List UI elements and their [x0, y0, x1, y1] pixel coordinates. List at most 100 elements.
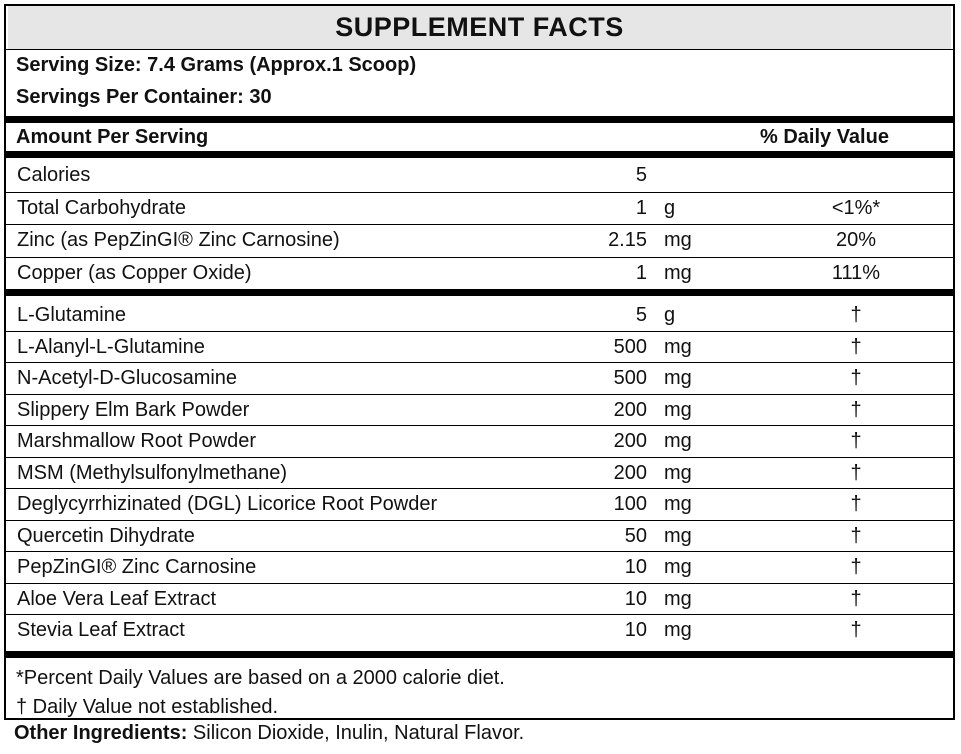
ingredient-row: L-Alanyl-L-Glutamine 500 mg †: [6, 332, 953, 363]
row-name: MSM (Methylsulfonylmethane): [17, 461, 288, 484]
row-divider: [6, 191, 953, 193]
row-unit: mg: [664, 261, 692, 284]
nutrient-row: Copper (as Copper Oxide) 1 mg 111%: [6, 258, 953, 289]
ingredient-row: Deglycyrrhizinated (DGL) Licorice Root P…: [6, 489, 953, 520]
other-ingredients-text: Silicon Dioxide, Inulin, Natural Flavor.: [187, 722, 525, 744]
daily-value-not-established-footnote: † Daily Value not established.: [16, 696, 279, 718]
row-amount: 50: [624, 524, 647, 547]
row-divider: [6, 519, 953, 521]
row-amount: 100: [613, 493, 647, 515]
row-dv: †: [850, 304, 862, 326]
row-name: Copper (as Copper Oxide): [17, 261, 252, 284]
ingredient-row: Slippery Elm Bark Powder 200 mg †: [6, 395, 953, 426]
row-unit: mg: [664, 367, 692, 389]
row-divider: [6, 425, 953, 426]
row-amount: 1: [635, 261, 647, 284]
row-dv: †: [850, 430, 862, 452]
row-divider: [6, 551, 953, 552]
row-dv: <1%*: [831, 196, 881, 219]
row-divider: [6, 456, 953, 458]
row-divider: [6, 393, 953, 395]
row-dv: 111%: [831, 261, 881, 284]
row-amount: 10: [624, 587, 647, 610]
row-name: L-Glutamine: [17, 304, 126, 326]
amount-per-serving-header: Amount Per Serving: [16, 126, 209, 148]
row-amount: 500: [613, 367, 647, 389]
row-unit: mg: [664, 398, 692, 421]
row-unit: mg: [664, 556, 692, 578]
row-unit: mg: [664, 619, 692, 641]
row-name: Total Carbohydrate: [17, 196, 186, 219]
row-unit: g: [664, 304, 676, 326]
row-dv: †: [850, 461, 862, 484]
row-unit: mg: [664, 335, 692, 358]
row-divider: [6, 224, 953, 225]
ingredient-row: PepZinGI® Zinc Carnosine 10 mg †: [6, 552, 953, 583]
row-amount: 5: [635, 164, 647, 186]
row-name: Marshmallow Root Powder: [17, 430, 256, 452]
row-amount: 10: [624, 619, 647, 641]
row-dv: †: [850, 556, 862, 578]
row-amount: 200: [613, 461, 647, 484]
other-ingredients: Other Ingredients: Silicon Dioxide, Inul…: [14, 722, 524, 745]
ingredient-row: N-Acetyl-D-Glucosamine 500 mg †: [6, 363, 953, 394]
row-dv: †: [850, 587, 862, 610]
row-amount: 10: [624, 556, 647, 578]
row-divider: [6, 256, 953, 258]
row-dv: †: [850, 398, 862, 421]
row-name: Stevia Leaf Extract: [17, 619, 185, 641]
row-amount: 1: [635, 196, 647, 219]
ingredient-row: Aloe Vera Leaf Extract 10 mg †: [6, 584, 953, 615]
serving-size: Serving Size: 7.4 Grams (Approx.1 Scoop): [16, 54, 417, 76]
row-amount: 2.15: [608, 229, 647, 251]
row-divider: [6, 582, 953, 584]
row-name: Quercetin Dihydrate: [17, 524, 195, 547]
row-dv: †: [850, 619, 862, 641]
nutrient-row: Zinc (as PepZinGI® Zinc Carnosine) 2.15 mg…: [6, 225, 953, 256]
row-unit: mg: [664, 587, 692, 610]
row-divider: [6, 614, 953, 615]
divider-thick: [6, 116, 953, 123]
ingredient-row: Quercetin Dihydrate 50 mg †: [6, 521, 953, 552]
row-dv: †: [850, 524, 862, 547]
row-amount: 5: [635, 304, 647, 326]
row-name: Aloe Vera Leaf Extract: [17, 587, 217, 610]
row-divider: [6, 362, 953, 363]
percent-daily-value-footnote: *Percent Daily Values are based on a 200…: [16, 667, 505, 689]
row-unit: mg: [664, 229, 692, 251]
panel-title: SUPPLEMENT FACTS: [8, 6, 951, 49]
divider-thick: [6, 289, 953, 296]
other-ingredients-label: Other Ingredients:: [14, 722, 188, 744]
servings-per-container: Servings Per Container: 30: [16, 86, 272, 108]
nutrient-row: Total Carbohydrate 1 g <1%*: [6, 193, 953, 224]
ingredient-row: L-Glutamine 5 g †: [6, 300, 953, 331]
divider-thick: [6, 651, 953, 658]
row-dv: 20%: [835, 229, 877, 251]
supplement-facts-panel: SUPPLEMENT FACTS Serving Size: 7.4 Grams…: [4, 4, 955, 720]
row-unit: mg: [664, 493, 692, 515]
row-dv: †: [850, 335, 862, 358]
row-name: Deglycyrrhizinated (DGL) Licorice Root P…: [17, 493, 438, 515]
ingredient-row: Stevia Leaf Extract 10 mg †: [6, 615, 953, 646]
row-dv: †: [850, 367, 862, 389]
row-amount: 500: [613, 335, 647, 358]
row-dv: †: [850, 493, 862, 515]
daily-value-header: % Daily Value: [760, 126, 889, 148]
row-unit: mg: [664, 524, 692, 547]
row-name: Zinc (as PepZinGI® Zinc Carnosine): [17, 229, 340, 251]
row-amount: 200: [613, 398, 647, 421]
nutrient-row: Calories 5: [6, 160, 953, 191]
row-unit: g: [664, 196, 676, 219]
row-amount: 200: [613, 430, 647, 452]
row-name: L-Alanyl-L-Glutamine: [17, 335, 205, 358]
ingredient-row: MSM (Methylsulfonylmethane) 200 mg †: [6, 458, 953, 489]
row-unit: mg: [664, 430, 692, 452]
row-name: N-Acetyl-D-Glucosamine: [17, 367, 238, 389]
row-divider: [6, 330, 953, 332]
title-divider: [6, 49, 953, 50]
ingredient-row: Marshmallow Root Powder 200 mg †: [6, 426, 953, 457]
divider-thick: [6, 151, 953, 158]
row-divider: [6, 488, 953, 489]
row-name: Calories: [17, 164, 91, 186]
row-unit: mg: [664, 461, 692, 484]
